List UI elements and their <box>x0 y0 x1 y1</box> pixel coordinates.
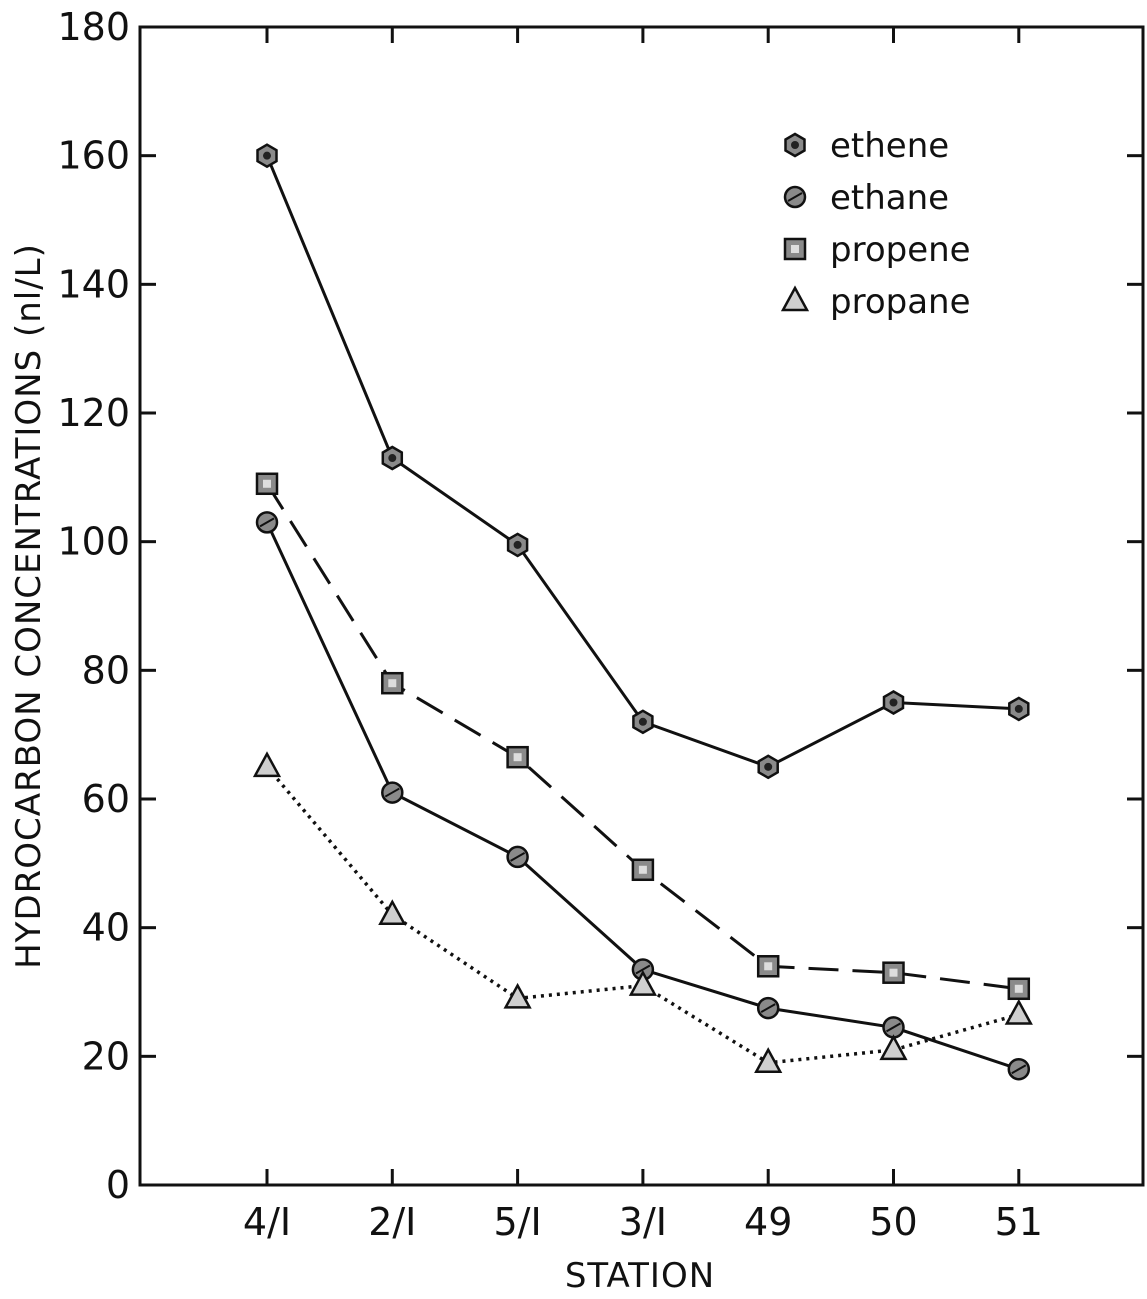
data-point-propane <box>252 751 282 778</box>
legend-label-propene: propene <box>830 230 971 270</box>
data-point-propene <box>381 671 404 695</box>
data-point-ethane <box>756 996 780 1020</box>
data-point-propene <box>255 472 279 496</box>
axis-ticks <box>140 25 1143 1187</box>
data-point-ethane <box>882 1016 905 1039</box>
x-tick-label: 49 <box>744 1200 792 1244</box>
data-point-ethene <box>882 690 905 715</box>
x-axis-title: STATION <box>565 1256 715 1296</box>
data-point-propane <box>628 969 658 996</box>
legend-marker-propane <box>780 285 810 312</box>
legend-label-ethene: ethene <box>830 126 949 166</box>
data-point-ethene <box>506 532 529 558</box>
y-tick-label: 180 <box>57 5 130 49</box>
x-tick-label: 5/I <box>494 1200 542 1244</box>
data-point-propane <box>754 1047 783 1074</box>
legend-marker-ethane <box>783 185 807 209</box>
data-point-propane <box>503 982 532 1009</box>
y-tick-label: 80 <box>82 648 130 692</box>
series-line-propene <box>265 483 1019 991</box>
y-tick-label: 0 <box>106 1163 130 1207</box>
legend-marker-propene <box>783 237 807 261</box>
x-tick-label: 4/I <box>243 1200 291 1244</box>
x-tick-label: 3/I <box>619 1200 667 1244</box>
y-tick-label: 140 <box>57 262 130 306</box>
y-tick-label: 60 <box>82 777 130 821</box>
series-markers <box>252 143 1033 1081</box>
y-tick-label: 100 <box>57 520 130 564</box>
data-point-ethane <box>506 845 529 869</box>
data-point-propane <box>879 1034 908 1061</box>
x-tick-label: 51 <box>995 1200 1043 1244</box>
y-tick-label: 160 <box>57 134 130 178</box>
data-point-ethane <box>1007 1057 1031 1081</box>
data-point-propene <box>882 961 905 984</box>
x-tick-labels: 4/I 2/I 5/I 3/I 49 50 51 <box>243 1200 1043 1244</box>
data-point-propene <box>1007 977 1031 1001</box>
legend: ethene ethane propene propane <box>780 126 971 322</box>
data-point-propene <box>506 745 529 769</box>
data-point-propane <box>1004 998 1033 1025</box>
x-tick-label: 50 <box>869 1200 917 1244</box>
series-line-propane <box>265 765 1020 1065</box>
y-tick-labels: 0 20 40 60 80 100 120 140 160 180 <box>57 5 130 1207</box>
plot-frame <box>138 25 1145 1187</box>
data-point-ethene <box>632 709 654 735</box>
x-tick-label: 2/I <box>368 1200 416 1244</box>
data-point-propane <box>378 899 407 926</box>
y-tick-label: 40 <box>82 906 130 950</box>
legend-label-propane: propane <box>830 282 971 322</box>
y-tick-label: 120 <box>57 391 130 435</box>
y-axis-title: HYDROCARBON CONCENTRATIONS (nl/L) <box>9 243 49 969</box>
data-point-ethene <box>256 143 278 169</box>
y-tick-label: 20 <box>82 1034 130 1078</box>
data-point-ethane <box>255 511 279 534</box>
legend-marker-ethene <box>784 132 806 158</box>
data-point-ethene <box>757 754 779 780</box>
legend-label-ethane: ethane <box>830 178 949 218</box>
data-point-ethane <box>381 781 404 804</box>
data-point-ethene <box>1008 696 1030 722</box>
data-point-propene <box>631 858 655 882</box>
data-point-propene <box>756 955 780 978</box>
data-point-ethene <box>381 445 404 471</box>
